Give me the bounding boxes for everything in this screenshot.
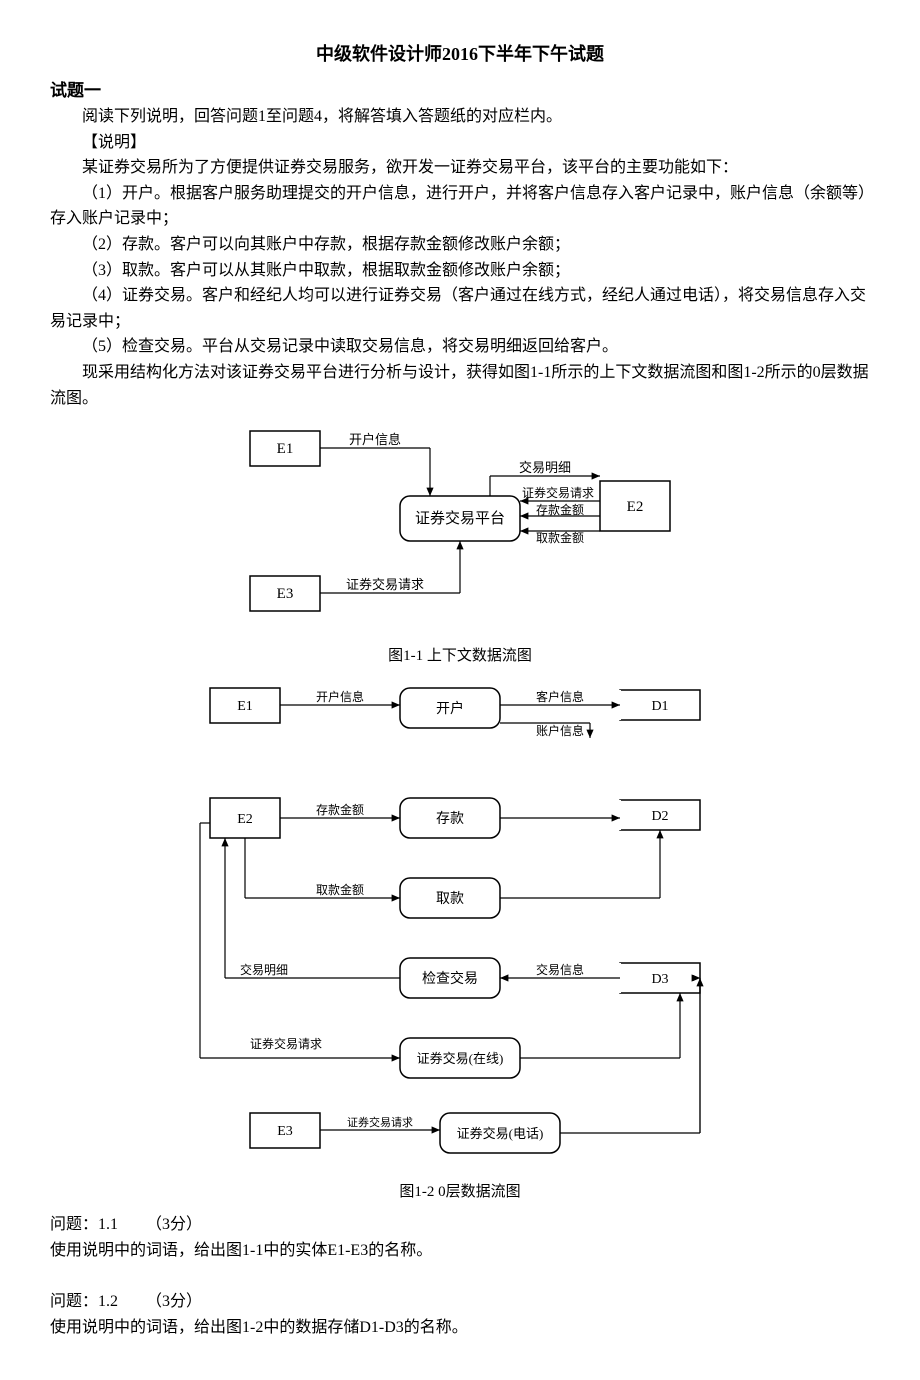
func-5: （5）检查交易。平台从交易记录中读取交易信息，将交易明细返回给客户。 [50, 334, 870, 360]
e2-box: E2 [237, 812, 253, 827]
q1-text: 使用说明中的词语，给出图1-1中的实体E1-E3的名称。 [50, 1238, 870, 1264]
p-cunkuan: 存款 [436, 811, 464, 827]
flow-ckje: 存款金额 [536, 502, 584, 517]
flow-zqjyqq3: 证券交易请求 [250, 1036, 322, 1051]
flow-zqjyqq2: 证券交易请求 [346, 577, 424, 592]
flow-khxx: 开户信息 [349, 432, 401, 447]
flow-qkje: 取款金额 [536, 530, 584, 545]
d2-box: D2 [651, 809, 668, 824]
flow-zhinfo: 账户信息 [536, 723, 584, 738]
figure-1-1: E1 证券交易平台 E2 E3 开户信息 交易明细 证券交易请求 存款金额 取款… [50, 421, 870, 640]
p-jiancha: 检查交易 [422, 970, 478, 987]
func-1: （1）开户。根据客户服务助理提交的开户信息，进行开户，并将客户信息存入客户记录中… [50, 181, 870, 232]
description: 某证券交易所为了方便提供证券交易服务，欲开发一证券交易平台，该平台的主要功能如下… [50, 155, 870, 181]
flow-jymx: 交易明细 [519, 460, 571, 475]
shuoming-label: 【说明】 [50, 130, 870, 156]
flow-khxx2: 开户信息 [316, 689, 364, 704]
func-3: （3）取款。客户可以从其账户中取款，根据取款金额修改账户余额； [50, 258, 870, 284]
method-text: 现采用结构化方法对该证券交易平台进行分析与设计，获得如图1-1所示的上下文数据流… [50, 360, 870, 411]
p-qukuan: 取款 [436, 891, 464, 907]
flow-zqjyqq1: 证券交易请求 [522, 485, 594, 500]
d3-box: D3 [651, 972, 668, 987]
e3-label: E3 [277, 586, 294, 602]
flow-khinfo: 客户信息 [536, 689, 584, 704]
d1-box: D1 [651, 699, 668, 714]
flow-jymx2: 交易明细 [240, 962, 288, 977]
q2-text: 使用说明中的词语，给出图1-2中的数据存储D1-D3的名称。 [50, 1315, 870, 1341]
p-online: 证券交易(在线) [417, 1051, 504, 1066]
e3-box: E3 [277, 1124, 293, 1139]
e2-label: E2 [627, 499, 644, 515]
figure-1-2: E1 开户 D1 开户信息 客户信息 账户信息 E2 存款 D2 存款金额 取款… [50, 678, 870, 1177]
flow-qkje2: 取款金额 [316, 882, 364, 897]
func-4: （4）证券交易。客户和经纪人均可以进行证券交易（客户通过在线方式，经纪人通过电话… [50, 283, 870, 334]
e1-label: E1 [277, 441, 294, 457]
flow-jyxx: 交易信息 [536, 962, 584, 977]
q1-label: 问题：1.1 （3分） [50, 1212, 870, 1238]
flow-ckje2: 存款金额 [316, 802, 364, 817]
flow-zqjyqq4: 证券交易请求 [347, 1115, 413, 1129]
page-title: 中级软件设计师2016下半年下午试题 [50, 40, 870, 69]
p-kaihu: 开户 [436, 700, 464, 717]
section-header: 试题一 [50, 77, 870, 104]
figure-1-1-caption: 图1-1 上下文数据流图 [50, 644, 870, 668]
figure-1-2-caption: 图1-2 0层数据流图 [50, 1180, 870, 1204]
e1-box: E1 [237, 699, 253, 714]
p-phone: 证券交易(电话) [457, 1126, 544, 1141]
intro-text: 阅读下列说明，回答问题1至问题4，将解答填入答题纸的对应栏内。 [50, 104, 870, 130]
platform-label: 证券交易平台 [415, 509, 505, 527]
func-2: （2）存款。客户可以向其账户中存款，根据存款金额修改账户余额； [50, 232, 870, 258]
